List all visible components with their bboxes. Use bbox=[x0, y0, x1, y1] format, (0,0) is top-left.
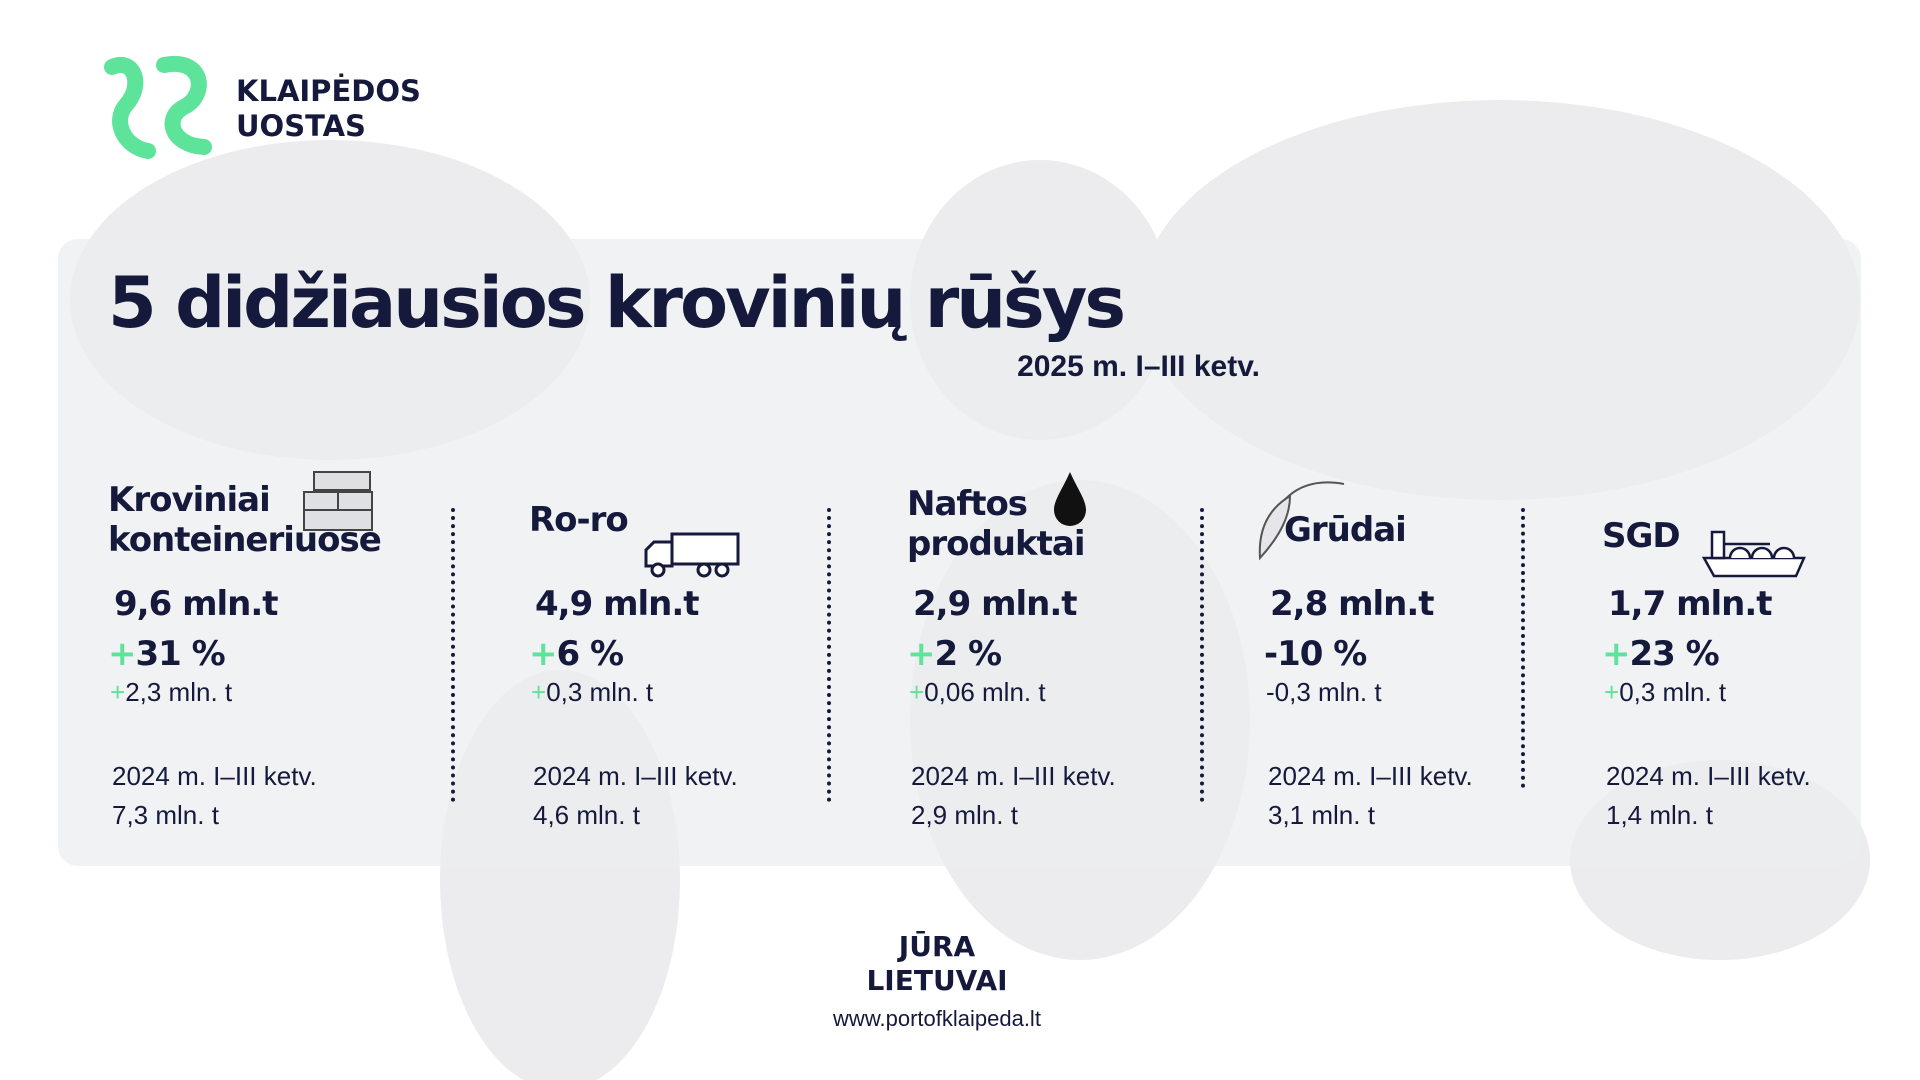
subtitle: 2025 m. I–III ketv. bbox=[1017, 350, 1260, 383]
prev-value: 7,3 mln. t bbox=[112, 800, 219, 830]
delta-sign: + bbox=[1604, 677, 1620, 707]
change-text: 23 % bbox=[1629, 634, 1720, 674]
delta-text: -0,3 mln. t bbox=[1266, 677, 1382, 707]
change-text: 31 % bbox=[135, 634, 226, 674]
prev-label: 2024 m. I–III ketv. bbox=[533, 761, 738, 791]
cargo-value: 2,8 mln.t bbox=[1270, 584, 1435, 624]
prev-label: 2024 m. I–III ketv. bbox=[112, 761, 317, 791]
cargo-delta: -0,3 mln. t bbox=[1266, 677, 1382, 708]
delta-text: 0,06 mln. t bbox=[924, 677, 1046, 707]
cargo-value: 2,9 mln.t bbox=[913, 584, 1078, 624]
delta-sign: + bbox=[909, 677, 925, 707]
cargo-change: +6 % bbox=[529, 634, 625, 674]
cargo-delta: +2,3 mln. t bbox=[110, 677, 232, 708]
delta-text: 2,3 mln. t bbox=[125, 677, 233, 707]
content-panel bbox=[58, 239, 1861, 866]
footer-brand: LIETUVAI bbox=[866, 964, 1008, 997]
cargo-name: Ro-ro bbox=[529, 500, 629, 540]
divider bbox=[827, 508, 831, 802]
cargo-delta: +0,3 mln. t bbox=[1604, 677, 1726, 708]
cargo-change: -10 % bbox=[1264, 634, 1367, 674]
change-text: 2 % bbox=[934, 634, 1003, 674]
delta-sign: + bbox=[531, 677, 547, 707]
cargo-delta: +0,06 mln. t bbox=[909, 677, 1046, 708]
cargo-name: konteineriuose bbox=[108, 520, 382, 560]
prev-value: 3,1 mln. t bbox=[1268, 800, 1375, 830]
oil-drop-icon bbox=[1054, 472, 1086, 526]
change-sign: + bbox=[529, 634, 557, 674]
prev-label: 2024 m. I–III ketv. bbox=[1606, 761, 1811, 791]
cargo-name: Grūdai bbox=[1284, 510, 1407, 550]
divider bbox=[1521, 508, 1525, 788]
footer-brand: JŪRA bbox=[898, 930, 976, 963]
delta-sign: + bbox=[110, 677, 126, 707]
delta-text: 0,3 mln. t bbox=[1619, 677, 1727, 707]
cargo-name: SGD bbox=[1602, 516, 1681, 556]
title: 5 didžiausios krovinių rūšys bbox=[108, 262, 1126, 344]
logo-text: UOSTAS bbox=[236, 109, 366, 143]
cargo-value: 9,6 mln.t bbox=[114, 584, 279, 624]
change-sign: + bbox=[108, 634, 136, 674]
change-sign: + bbox=[907, 634, 935, 674]
lng-ship-icon bbox=[1701, 530, 1806, 578]
prev-label: 2024 m. I–III ketv. bbox=[911, 761, 1116, 791]
cargo-change: +31 % bbox=[108, 634, 226, 674]
container-icon bbox=[303, 471, 373, 531]
cargo-value: 1,7 mln.t bbox=[1608, 584, 1773, 624]
divider bbox=[451, 508, 455, 802]
prev-value: 2,9 mln. t bbox=[911, 800, 1018, 830]
change-text: 6 % bbox=[556, 634, 625, 674]
change-sign: + bbox=[1602, 634, 1630, 674]
cargo-value: 4,9 mln.t bbox=[535, 584, 700, 624]
cargo-delta: +0,3 mln. t bbox=[531, 677, 653, 708]
truck-icon bbox=[644, 532, 740, 578]
cargo-change: +23 % bbox=[1602, 634, 1720, 674]
cargo-name: Kroviniai bbox=[108, 480, 271, 520]
footer-url[interactable]: www.portofklaipeda.lt bbox=[833, 1006, 1041, 1031]
prev-label: 2024 m. I–III ketv. bbox=[1268, 761, 1473, 791]
grain-icon bbox=[1258, 481, 1345, 561]
delta-text: 0,3 mln. t bbox=[546, 677, 654, 707]
logo-text: KLAIPĖDOS bbox=[236, 74, 421, 108]
cargo-name: produktai bbox=[907, 524, 1085, 564]
divider bbox=[1200, 508, 1204, 802]
cargo-change: +2 % bbox=[907, 634, 1003, 674]
prev-value: 1,4 mln. t bbox=[1606, 800, 1713, 830]
prev-value: 4,6 mln. t bbox=[533, 800, 640, 830]
cargo-name: Naftos bbox=[907, 484, 1028, 524]
logo-mark bbox=[104, 55, 212, 159]
change-text: -10 % bbox=[1264, 634, 1367, 674]
